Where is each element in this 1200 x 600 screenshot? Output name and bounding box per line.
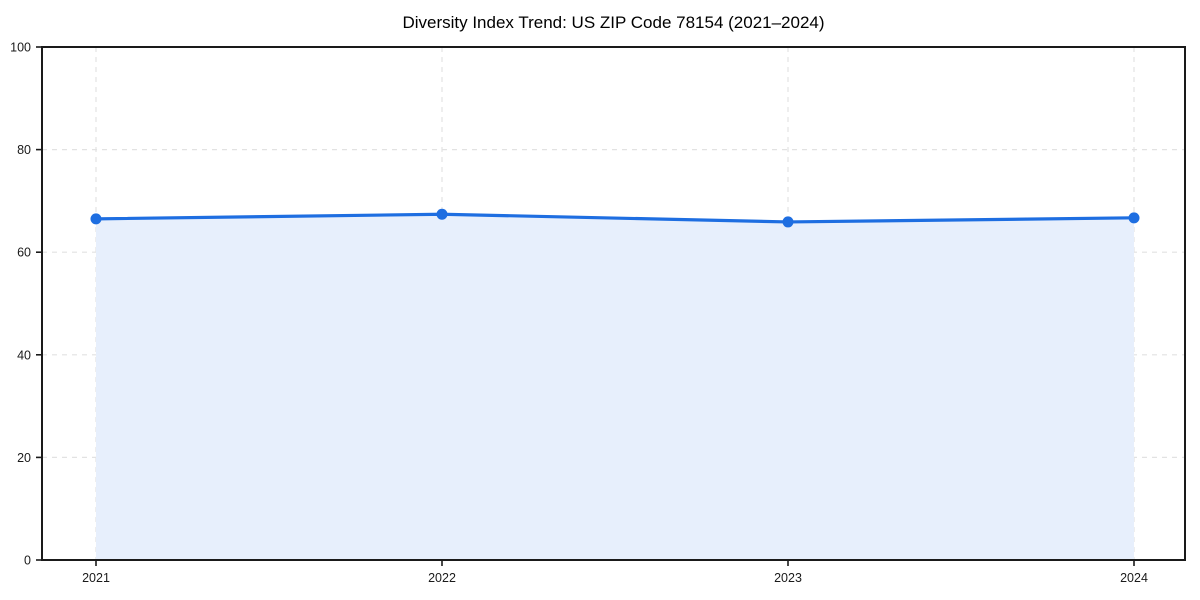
- area-fill: [96, 214, 1134, 560]
- x-tick-label-2022: 2022: [428, 571, 456, 585]
- chart-title: Diversity Index Trend: US ZIP Code 78154…: [402, 13, 825, 32]
- x-tick-label-2024: 2024: [1120, 571, 1148, 585]
- trend-line: [94, 212, 1136, 224]
- x-tick-label-2021: 2021: [82, 571, 110, 585]
- y-tick-label-60: 60: [17, 246, 31, 260]
- data-point-2023: [782, 216, 794, 228]
- data-point-2022: [436, 208, 448, 220]
- x-tick-label-2023: 2023: [774, 571, 802, 585]
- data-point-2021: [90, 213, 102, 225]
- y-tick-label-0: 0: [24, 554, 31, 568]
- y-tick-label-40: 40: [17, 348, 31, 362]
- y-tick-label-100: 100: [10, 41, 31, 55]
- axes-spines: [41, 46, 1186, 561]
- y-tick-label-80: 80: [17, 143, 31, 157]
- data-point-2024: [1128, 212, 1140, 224]
- y-tick-label-20: 20: [17, 451, 31, 465]
